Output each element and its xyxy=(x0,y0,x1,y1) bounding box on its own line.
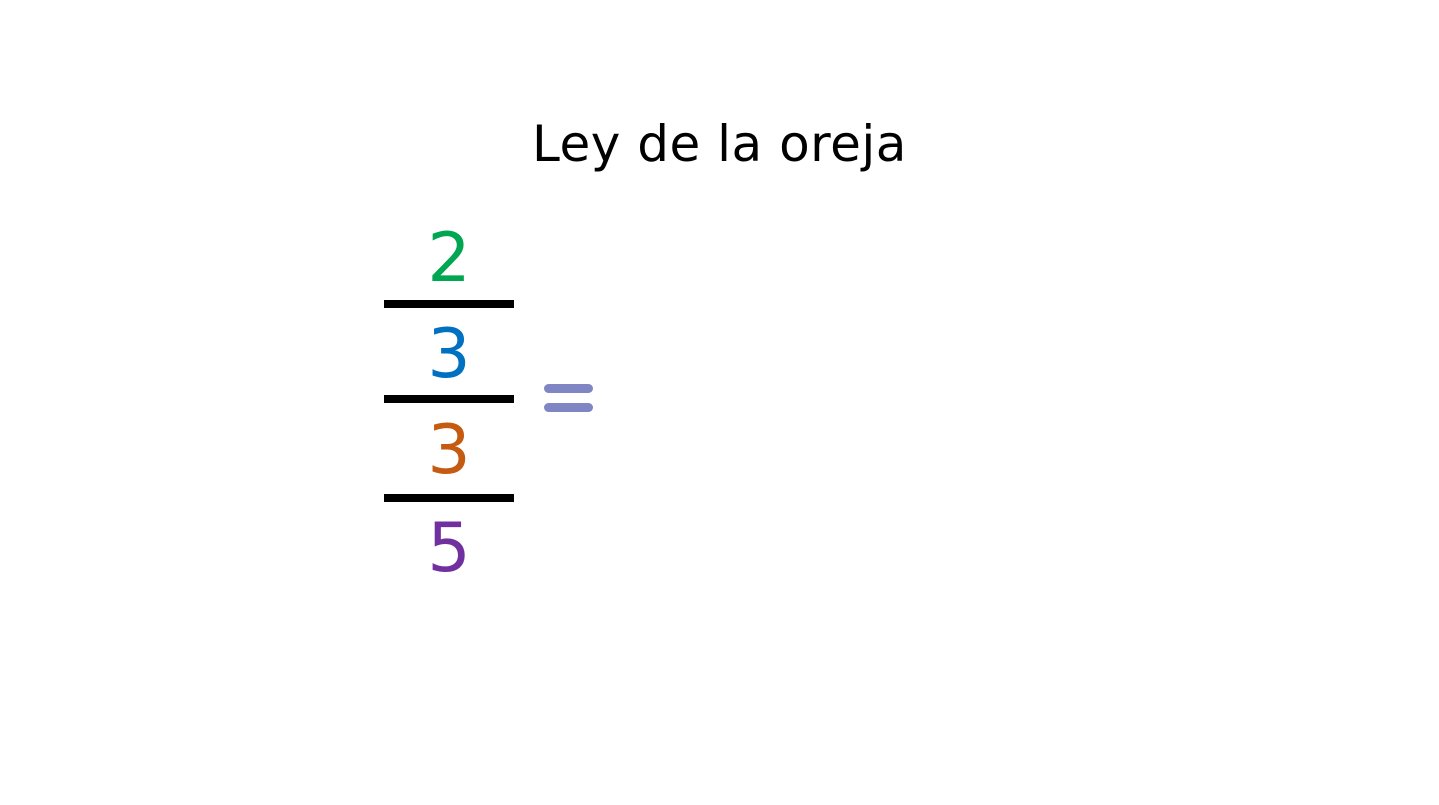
fraction-bar-1 xyxy=(384,300,514,308)
equals-sign-bottom-bar xyxy=(544,403,593,412)
fraction-bar-3 xyxy=(384,494,514,502)
slide-title: Ley de la oreja xyxy=(532,115,907,173)
fraction-bar-main xyxy=(384,395,514,403)
fraction-denominator-bottom: 5 xyxy=(427,509,471,588)
fraction-denominator-top: 3 xyxy=(427,315,471,394)
fraction-numerator-top: 2 xyxy=(427,219,471,298)
fraction-numerator-bottom: 3 xyxy=(427,411,471,490)
equals-sign-top-bar xyxy=(544,384,593,393)
